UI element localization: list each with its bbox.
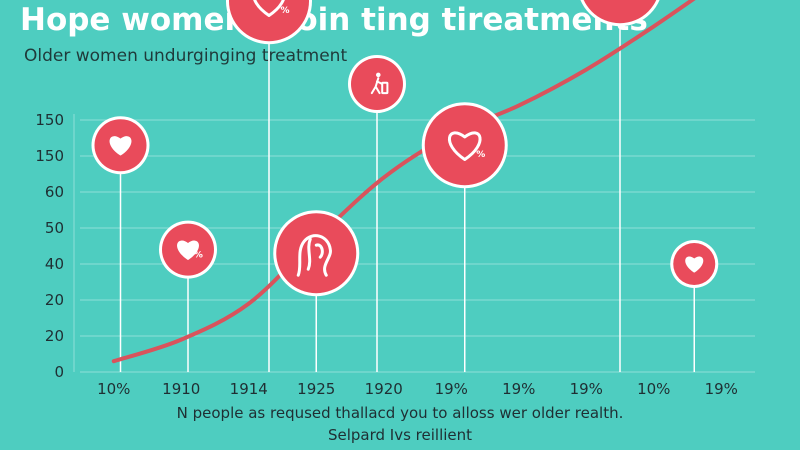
marker-heart-icon [670, 240, 719, 288]
y-tick-labels: 150 150 60 50 40 20 20 0 [35, 111, 64, 381]
x-tick-labels: 10% 1910 1914 1925 1920 19% 19% 19% 10% 19% [97, 380, 738, 398]
woman-profile-icon [296, 234, 332, 277]
heart-icon [447, 131, 482, 161]
marker-disc [229, 0, 309, 42]
marker-disc [424, 105, 505, 186]
marker-woman-profile-icon [273, 210, 360, 297]
footer-line-1: N people as reqused thallacd you to allo… [176, 404, 624, 422]
y-tick-label: 0 [54, 363, 64, 381]
series-line [111, 0, 696, 364]
chart-title: Hope women-utoin ting tireatments [20, 2, 648, 38]
x-tick-label: 19% [435, 380, 468, 398]
marker-heart-icon [91, 116, 150, 175]
y-tick-label: 150 [35, 111, 64, 129]
x-tick-label: 10% [637, 380, 670, 398]
heart-icon [109, 136, 132, 156]
x-tick-label: 19% [502, 380, 535, 398]
marker-heart-icon: % [421, 102, 508, 189]
marker-stems [119, 23, 695, 372]
marker-person-money-icon: $ [580, 0, 660, 27]
marker-heart-icon: % [159, 220, 217, 279]
marker-badge: % [280, 6, 289, 16]
walker-icon [370, 72, 389, 95]
x-tick-label: 1914 [230, 380, 268, 398]
heart-icon [685, 256, 704, 273]
x-tick-label: 19% [570, 380, 603, 398]
y-tick-label: 20 [45, 291, 64, 309]
y-tick-label: 50 [45, 219, 64, 237]
marker-disc [583, 0, 657, 24]
markers: %%% $ [91, 0, 719, 297]
x-tick-label: 1925 [297, 380, 335, 398]
marker-badge: % [476, 150, 485, 160]
heart-icon [177, 240, 199, 260]
x-tick-label: 1920 [365, 380, 403, 398]
heart-icon [253, 0, 285, 17]
chart-subtitle: Older women undurginging treatment [24, 46, 348, 66]
y-tick-label: 60 [45, 183, 64, 201]
x-tick-label: 10% [97, 380, 130, 398]
marker-badge: % [194, 250, 203, 260]
footer-line-2: Selpard Ivs reillient [327, 426, 473, 444]
marker-walker-icon [348, 55, 406, 113]
marker-heart-icon: % [226, 0, 312, 45]
x-tick-label: 1910 [162, 380, 200, 398]
x-tick-label: 19% [705, 380, 738, 398]
y-tick-label: 150 [35, 147, 64, 165]
marker-disc [276, 213, 357, 294]
grid-layer [73, 114, 755, 373]
y-tick-label: 20 [45, 327, 64, 345]
y-tick-label: 40 [45, 255, 64, 273]
